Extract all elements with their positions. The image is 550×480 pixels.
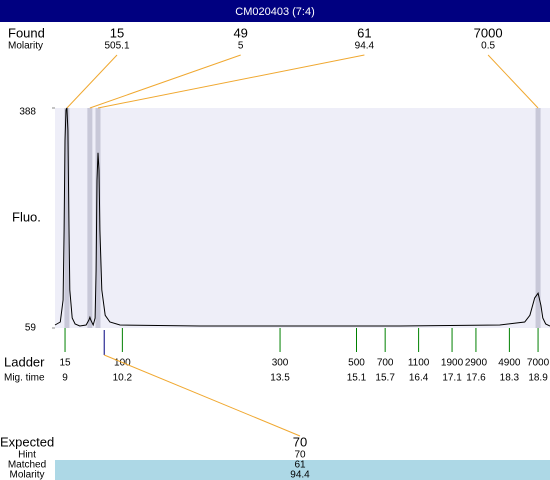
expected-label: Expected bbox=[0, 434, 54, 449]
found-size: 7000 bbox=[474, 25, 503, 40]
ladder-size: 700 bbox=[377, 358, 394, 369]
ladder-time: 9 bbox=[62, 373, 68, 384]
y-tick-label: 59 bbox=[25, 323, 37, 334]
hint-value: 70 bbox=[294, 450, 306, 461]
found-size: 61 bbox=[357, 25, 371, 40]
ladder-size: 4900 bbox=[498, 358, 521, 369]
molarity-label: Molarity bbox=[8, 41, 43, 52]
peak-connector bbox=[66, 54, 118, 109]
found-molarity: 505.1 bbox=[104, 41, 129, 52]
ladder-size: 15 bbox=[59, 358, 71, 369]
peak-connector bbox=[89, 54, 241, 109]
matched-label: Matched bbox=[8, 460, 46, 471]
matched-value: 61 bbox=[294, 460, 306, 471]
ladder-size: 7000 bbox=[527, 358, 550, 369]
found-molarity: 94.4 bbox=[355, 41, 375, 52]
ladder-time: 16.4 bbox=[409, 373, 429, 384]
peak-connector bbox=[97, 54, 365, 109]
ladder-time: 17.6 bbox=[466, 373, 486, 384]
ladder-size: 1100 bbox=[408, 358, 430, 369]
ladder-size: 2900 bbox=[465, 358, 488, 369]
peak-connector bbox=[487, 54, 539, 109]
peak-band bbox=[87, 108, 93, 328]
mig-time-label: Mig. time bbox=[4, 373, 45, 384]
expected-size: 70 bbox=[293, 434, 307, 449]
ladder-time: 15.7 bbox=[375, 373, 395, 384]
found-molarity: 0.5 bbox=[481, 41, 495, 52]
trace bbox=[54, 107, 550, 327]
molarity-row-value: 94.4 bbox=[290, 470, 310, 480]
y-tick-label: 388 bbox=[19, 107, 36, 118]
peak-band bbox=[64, 108, 70, 328]
found-label: Found bbox=[8, 25, 45, 40]
plot-area bbox=[55, 108, 550, 328]
title-bar bbox=[0, 0, 550, 22]
matched-row bbox=[55, 460, 550, 480]
ladder-time: 18.9 bbox=[528, 373, 548, 384]
ladder-time: 18.3 bbox=[500, 373, 520, 384]
found-size: 49 bbox=[233, 25, 247, 40]
ladder-size: 300 bbox=[272, 358, 289, 369]
hint-label: Hint bbox=[18, 450, 36, 461]
ladder-size: 500 bbox=[348, 358, 365, 369]
peak-band bbox=[95, 108, 101, 328]
ladder-time: 17.1 bbox=[442, 373, 462, 384]
title: CM020403 (7:4) bbox=[235, 6, 315, 18]
found-size: 15 bbox=[110, 25, 124, 40]
found-molarity: 5 bbox=[238, 41, 244, 52]
ladder-time: 10.2 bbox=[113, 373, 133, 384]
expected-connector bbox=[104, 354, 301, 437]
peak-band bbox=[535, 108, 541, 328]
ladder-size: 1900 bbox=[441, 358, 464, 369]
ladder-time: 15.1 bbox=[347, 373, 367, 384]
ladder-label: Ladder bbox=[4, 354, 45, 369]
y-axis-label: Fluo. bbox=[12, 209, 41, 224]
molarity-row-label: Molarity bbox=[9, 470, 44, 480]
ladder-time: 13.5 bbox=[270, 373, 290, 384]
